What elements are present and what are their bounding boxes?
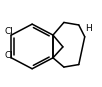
Text: Cl: Cl [5,27,14,36]
Text: Cl: Cl [5,51,14,60]
Text: H: H [85,24,92,33]
